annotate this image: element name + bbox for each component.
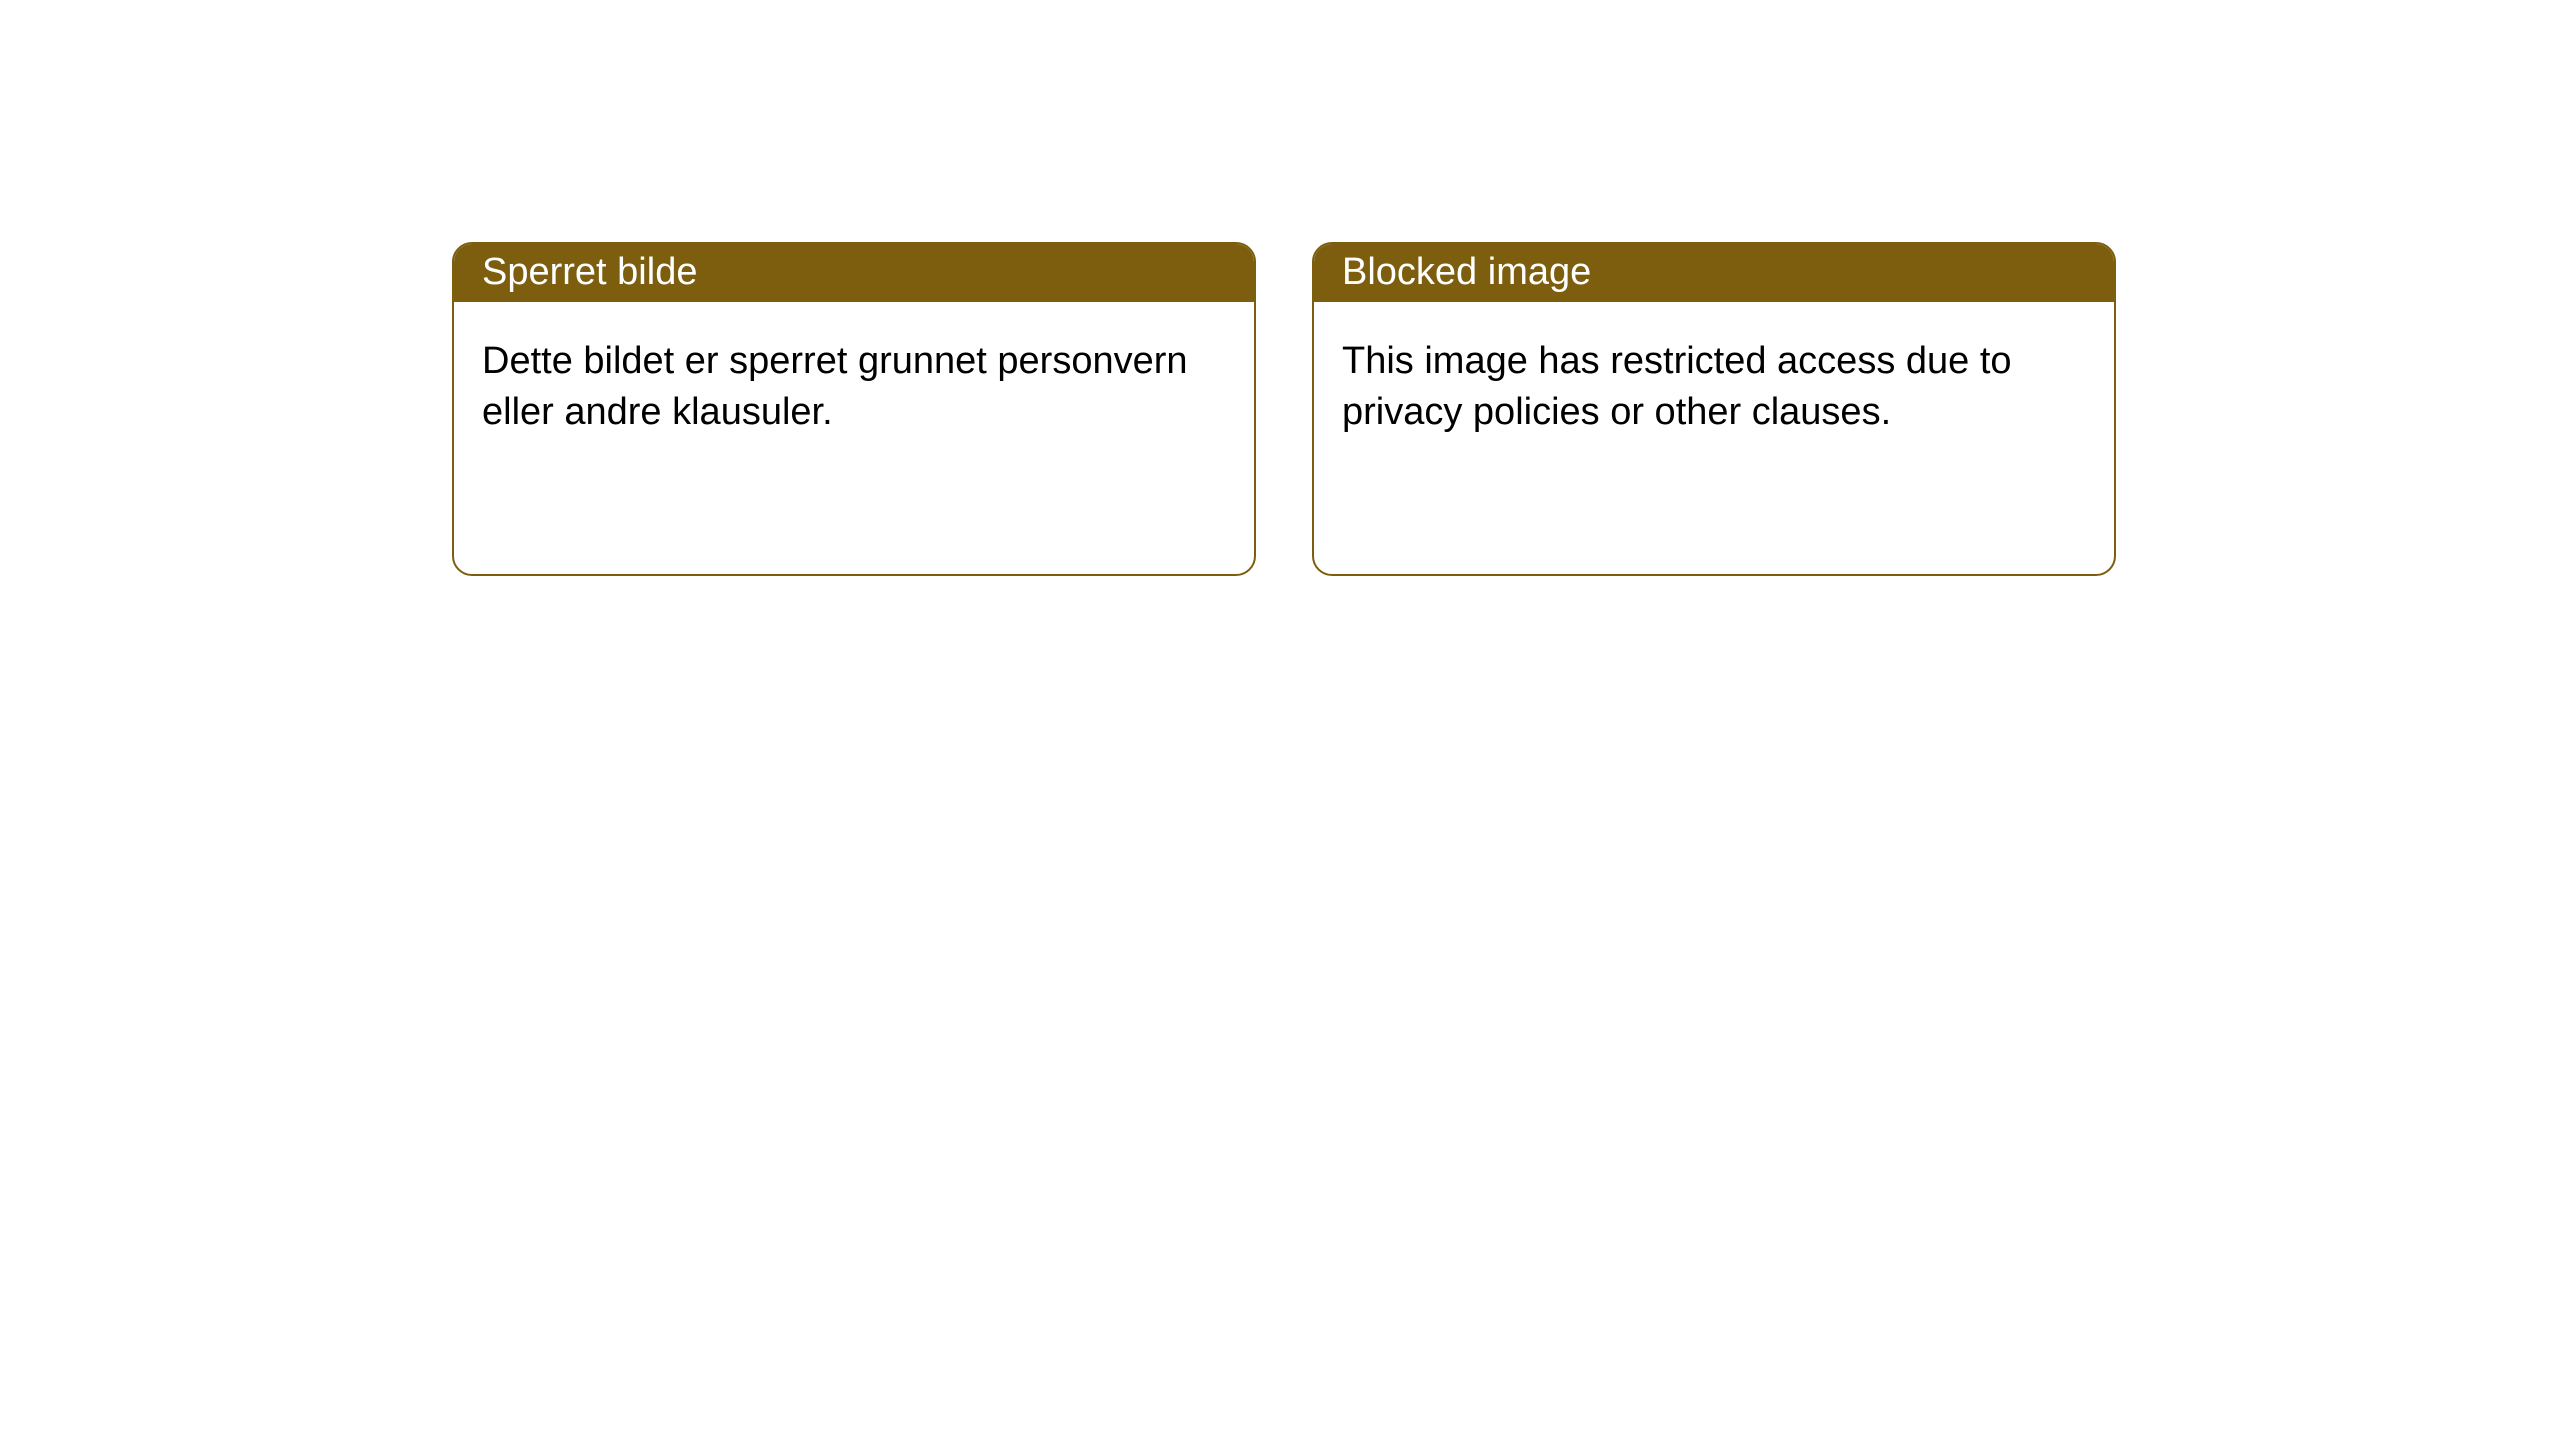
card-body: This image has restricted access due to … [1314,302,2114,473]
card-body: Dette bildet er sperret grunnet personve… [454,302,1254,473]
card-title: Blocked image [1342,251,1591,294]
notice-cards-container: Sperret bilde Dette bildet er sperret gr… [0,0,2560,576]
blocked-image-card-english: Blocked image This image has restricted … [1312,242,2116,576]
blocked-image-card-norwegian: Sperret bilde Dette bildet er sperret gr… [452,242,1256,576]
card-header: Sperret bilde [454,244,1254,302]
card-header: Blocked image [1314,244,2114,302]
card-body-text: Dette bildet er sperret grunnet personve… [482,340,1188,433]
card-body-text: This image has restricted access due to … [1342,340,2012,433]
card-title: Sperret bilde [482,251,697,294]
